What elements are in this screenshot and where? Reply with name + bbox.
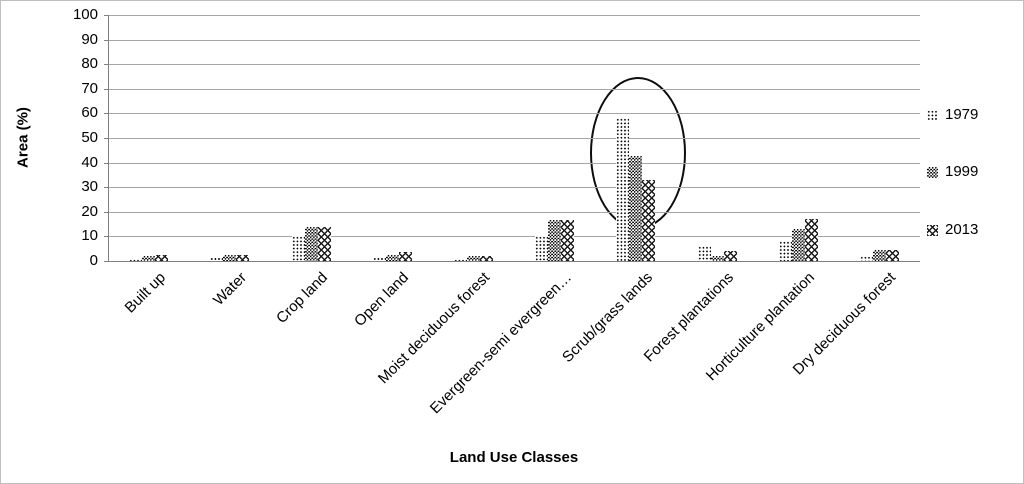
- bar-2013-open-land: [398, 252, 412, 261]
- x-tick-label: Open land: [351, 269, 413, 330]
- x-tick-label: Crop land: [273, 269, 332, 328]
- bar-1999-open-land: [385, 254, 399, 261]
- bar-1999-horticulture-plantation: [791, 229, 805, 261]
- y-tick-label: 50: [81, 129, 98, 146]
- y-tick-mark: [104, 261, 108, 262]
- bar-1999-built-up: [142, 256, 156, 261]
- x-tick-label: Built up: [121, 269, 169, 317]
- y-tick-label: 70: [81, 79, 98, 97]
- legend-entry-2013: 2013: [927, 222, 978, 238]
- bar-1999-moist-deciduous-forest: [466, 256, 480, 261]
- y-tick-label: 40: [81, 153, 98, 171]
- gridline: [108, 113, 920, 115]
- gridline: [108, 187, 920, 189]
- bar-1979-moist-deciduous-forest: [453, 258, 467, 261]
- gridline: [108, 211, 920, 213]
- bar-1979-scrub-grass-lands: [616, 118, 630, 261]
- bar-2013-forest-plantations: [723, 251, 737, 261]
- bar-1999-scrub-grass-lands: [629, 156, 643, 261]
- gridline: [108, 39, 920, 41]
- y-tick-mark: [104, 39, 108, 41]
- y-tick-label: 20: [81, 202, 98, 220]
- bar-2013-moist-deciduous-forest: [479, 256, 493, 261]
- bar-2013-scrub-grass-lands: [642, 179, 656, 261]
- bar-1979-crop-land: [291, 236, 305, 261]
- bar-2013-evergreen-semi-evergreen-: [561, 220, 575, 261]
- legend-swatch-2013: [927, 224, 938, 236]
- y-tick-mark: [104, 236, 108, 238]
- y-tick-mark: [104, 15, 108, 16]
- x-axis-title: Land Use Classes: [449, 449, 579, 466]
- bar-1979-evergreen-semi-evergreen-: [535, 236, 549, 261]
- bar-1979-dry-deciduous-forest: [859, 256, 873, 261]
- y-tick-label: 80: [81, 55, 98, 73]
- bar-1979-built-up: [129, 258, 143, 261]
- bar-1999-evergreen-semi-evergreen-: [548, 220, 562, 261]
- bar-2013-horticulture-plantation: [804, 219, 818, 261]
- bar-1999-water: [223, 254, 237, 261]
- x-tick-label: Water: [209, 269, 250, 309]
- y-tick-mark: [104, 162, 108, 164]
- bar-1999-crop-land: [304, 226, 318, 261]
- bar-1979-water: [210, 257, 224, 261]
- legend-entry-1979: 1979: [927, 107, 978, 123]
- y-tick-mark: [104, 64, 108, 66]
- y-tick-mark: [104, 113, 108, 115]
- gridline: [108, 138, 920, 139]
- legend-label-1979: 1979: [945, 106, 979, 123]
- y-tick-label: 100: [72, 6, 98, 23]
- legend-label-1999: 1999: [945, 163, 979, 180]
- legend-swatch-1979: [927, 109, 938, 121]
- gridline: [108, 88, 920, 90]
- y-tick-label: 0: [89, 252, 98, 269]
- bar-1999-forest-plantations: [710, 256, 724, 261]
- x-axis-line: [108, 261, 920, 262]
- bar-2013-built-up: [155, 254, 169, 261]
- bar-2013-water: [236, 254, 250, 261]
- y-tick-label: 10: [81, 227, 98, 245]
- gridline: [108, 64, 920, 66]
- y-tick-label: 30: [81, 178, 98, 196]
- y-axis-title: Area (%): [14, 107, 32, 168]
- bar-2013-dry-deciduous-forest: [885, 249, 899, 261]
- bar-1999-dry-deciduous-forest: [872, 249, 886, 261]
- gridline: [108, 236, 920, 238]
- y-tick-mark: [104, 88, 108, 90]
- y-axis-line: [108, 15, 109, 261]
- y-tick-mark: [104, 187, 108, 189]
- bar-1979-open-land: [372, 257, 386, 261]
- y-tick-mark: [104, 138, 108, 139]
- y-tick-label: 90: [81, 30, 98, 48]
- x-tick-label: Evergreen-semi evergreen…: [426, 269, 575, 418]
- gridline: [108, 15, 920, 16]
- bar-2013-crop-land: [317, 226, 331, 261]
- bar-1979-forest-plantations: [697, 246, 711, 261]
- gridline: [108, 162, 920, 164]
- bar-1979-horticulture-plantation: [778, 241, 792, 261]
- legend-entry-1999: 1999: [927, 164, 978, 180]
- legend-swatch-1999: [927, 166, 938, 178]
- y-tick-mark: [104, 211, 108, 213]
- legend-label-2013: 2013: [945, 221, 979, 238]
- y-tick-label: 60: [81, 104, 98, 122]
